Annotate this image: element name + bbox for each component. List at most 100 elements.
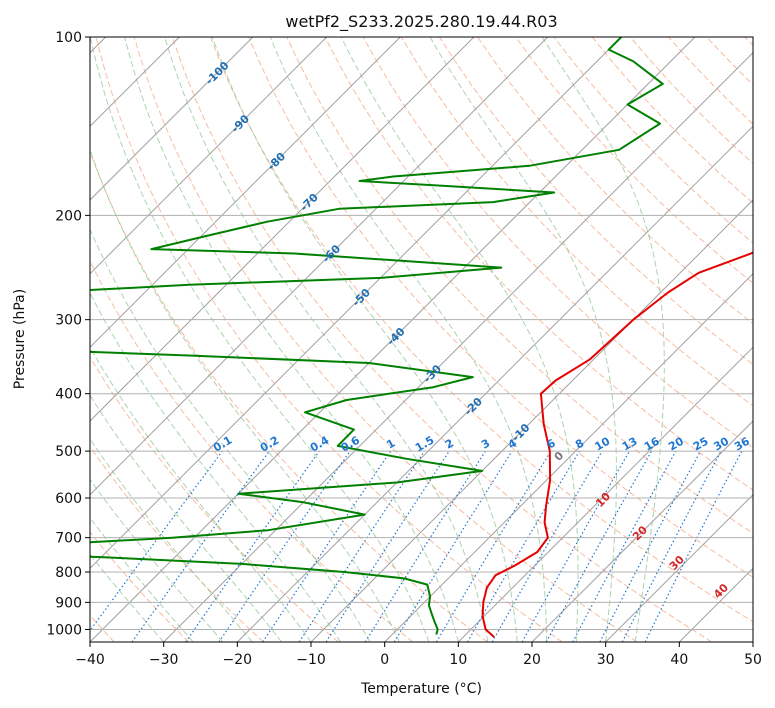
y-tick-label: 600 — [55, 491, 82, 507]
y-tick-label: 900 — [55, 595, 82, 611]
moist-adiabat-line — [269, 37, 548, 642]
mixing-ratio-line — [545, 450, 653, 642]
background-lines — [90, 37, 753, 642]
isotherm-label: -20 — [462, 395, 485, 418]
isotherm-line — [90, 37, 696, 642]
mixing-ratio-line — [131, 450, 270, 642]
x-tick-label: −10 — [296, 652, 326, 668]
y-tick-label: 200 — [55, 208, 82, 224]
moist-adiabat-line — [124, 37, 459, 642]
mixing-ratio-label: 1 — [384, 437, 397, 452]
isotherm-line — [457, 346, 753, 642]
x-tick-label: −30 — [149, 652, 179, 668]
x-tick-label: −40 — [75, 652, 105, 668]
mixing-ratio-line — [572, 450, 677, 642]
dry-adiabat-line — [400, 37, 753, 407]
y-axis-label: Pressure (hPa) — [12, 289, 28, 389]
isotherm-line — [90, 37, 549, 496]
isotherm-line — [236, 125, 753, 642]
y-tick-label: 300 — [55, 313, 82, 329]
dry-adiabat-line — [706, 37, 753, 86]
x-tick-label: 0 — [380, 652, 389, 668]
isotherm-line — [752, 641, 753, 642]
isotherm-line — [310, 199, 753, 642]
moist-adiabat-line — [429, 37, 617, 642]
mixing-ratio-line — [599, 450, 702, 642]
dry-adiabat-line — [248, 37, 753, 578]
pressure-gridlines — [90, 37, 753, 630]
isotherm-line — [384, 272, 753, 642]
moist-adiabat-line — [90, 148, 400, 642]
x-tick-label: 50 — [744, 652, 762, 668]
mixing-ratio-line — [90, 450, 223, 632]
mixing-ratio-line — [218, 450, 351, 642]
moist-adiabat-line — [90, 346, 312, 642]
isotherm-line — [531, 420, 753, 642]
moist-adiabat-line — [90, 516, 194, 642]
mixing-ratio-line — [644, 450, 743, 642]
mixing-ratio-line — [521, 450, 631, 642]
mixing-ratio-line — [325, 450, 450, 642]
mixing-ratio-line — [298, 450, 425, 642]
dewpoint-profile-line — [90, 350, 484, 635]
isotherm-line — [90, 37, 622, 570]
y-tick-label: 500 — [55, 444, 82, 460]
dewpoint-profile-line — [90, 37, 664, 292]
dry-adiabat-line — [90, 356, 339, 642]
isotherm-line — [678, 567, 753, 642]
dry-adiabat-line — [515, 37, 753, 284]
moist-adiabat-line — [90, 228, 371, 642]
moist-adiabat-line — [340, 37, 579, 642]
dry-adiabat-line — [133, 37, 638, 642]
x-tick-label: 30 — [597, 652, 615, 668]
isotherm-line — [90, 37, 328, 275]
x-axis-ticks: −40 −30 −20 −10 0 10 20 30 40 50 — [75, 642, 762, 668]
mixing-ratio-line — [185, 450, 320, 642]
isotherm-line — [90, 37, 475, 422]
isotherm-line — [90, 37, 254, 201]
isotherm-line — [605, 493, 753, 642]
dry-adiabat-label: 10 — [593, 490, 613, 510]
isotherm-label: -70 — [298, 191, 321, 214]
mixing-ratio-line — [466, 450, 580, 642]
moist-adiabat-line — [90, 394, 282, 642]
moist-adiabat-line — [90, 438, 253, 642]
x-tick-label: 40 — [670, 652, 688, 668]
y-tick-label: 1000 — [46, 622, 82, 638]
dry-adiabat-line — [90, 531, 190, 642]
x-tick-label: −20 — [223, 652, 253, 668]
isotherm-line — [163, 51, 753, 642]
y-axis-ticks: 100 200 300 400 500 600 700 800 900 1000 — [46, 30, 90, 638]
dry-adiabat-line — [591, 37, 753, 204]
dry-adiabat-line — [90, 445, 264, 642]
dry-adiabat-line — [744, 37, 753, 47]
isotherm-label: -80 — [265, 150, 288, 173]
dry-adiabat-label: 30 — [667, 553, 687, 573]
mixing-ratio-line — [435, 450, 552, 642]
moist-adiabat-line — [90, 553, 165, 642]
isotherm-label: -50 — [350, 286, 373, 309]
dry-adiabat-line — [95, 37, 563, 642]
y-tick-label: 400 — [55, 387, 82, 403]
mixing-ratio-line — [393, 450, 513, 642]
dry-adiabat-line — [90, 150, 488, 642]
isotherm-line — [90, 37, 401, 349]
temperature-profile-line — [481, 251, 753, 638]
y-tick-label: 700 — [55, 531, 82, 547]
moist-adiabat-line — [211, 37, 518, 642]
mixing-ratio-label: 3 — [479, 437, 492, 452]
moist-adiabat-line — [90, 478, 223, 642]
dry-adiabat-label: 40 — [711, 581, 731, 601]
y-tick-label: 800 — [55, 565, 82, 581]
dry-adiabat-line — [90, 259, 414, 642]
x-tick-label: 20 — [523, 652, 541, 668]
dry-adiabat-line — [477, 37, 753, 325]
profile-series — [90, 37, 753, 638]
moist-adiabat-line — [164, 37, 489, 642]
y-tick-label: 100 — [55, 30, 82, 46]
x-tick-label: 10 — [449, 652, 467, 668]
moist-adiabat-line — [90, 37, 430, 642]
dry-adiabat-line — [438, 37, 753, 366]
plot-frame — [89, 36, 754, 643]
